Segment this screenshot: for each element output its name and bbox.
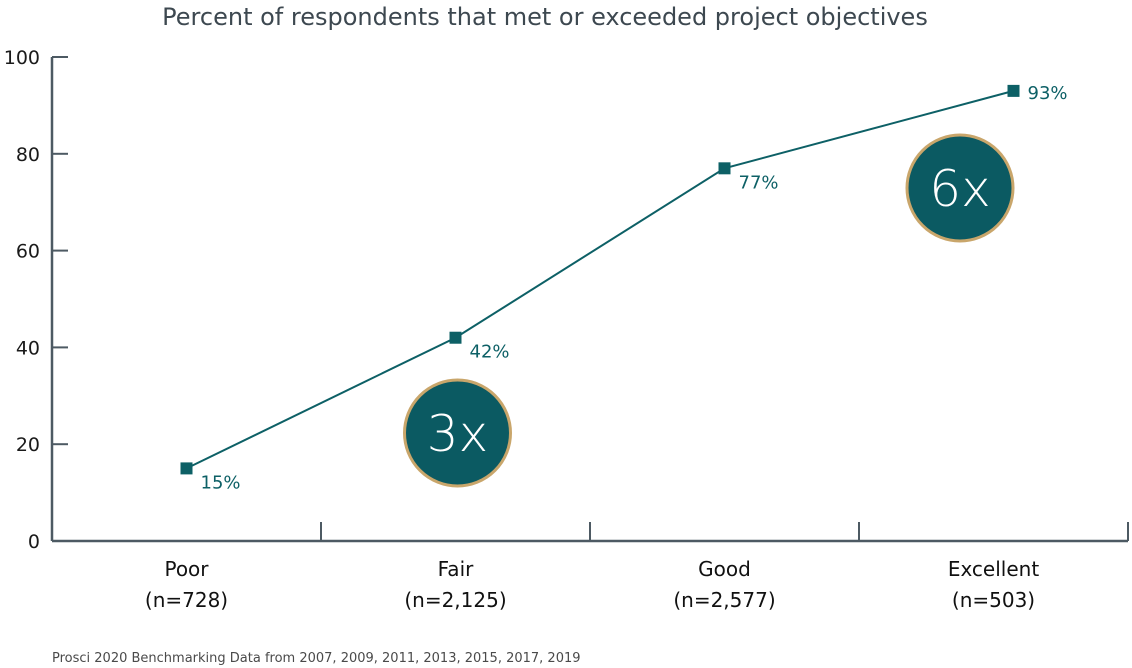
x-category-label: Good: [698, 557, 751, 581]
series-group: 15% 42% 77% 93%: [180, 83, 1068, 493]
data-label: 93%: [1028, 83, 1068, 104]
source-note: Prosci 2020 Benchmarking Data from 2007,…: [52, 651, 581, 666]
x-category-count: (n=2,125): [404, 588, 506, 612]
annotations: 3x 6x: [403, 133, 1015, 488]
multiplier-badge: [403, 378, 512, 488]
y-tick-label: 0: [28, 531, 40, 553]
y-tick-label: 40: [16, 337, 40, 359]
data-point-marker: [718, 162, 731, 175]
data-point-marker: [449, 331, 462, 344]
y-tick-label: 100: [4, 47, 40, 69]
x-category-label: Poor: [164, 557, 209, 581]
axes: [50, 57, 1129, 543]
x-category-count: (n=728): [145, 588, 228, 612]
chart-title: Percent of respondents that met or excee…: [162, 3, 928, 31]
data-label: 77%: [739, 172, 779, 193]
data-label: 15%: [201, 472, 241, 493]
x-category-label: Excellent: [948, 557, 1040, 581]
y-axis-ticks: 0 20 40 60 80 100: [4, 47, 68, 553]
x-category-label: Fair: [438, 557, 474, 581]
data-label: 42%: [470, 342, 510, 363]
multiplier-badge-label: 3x: [427, 405, 488, 463]
data-point-marker: [180, 462, 193, 475]
multiplier-badge: [905, 133, 1015, 243]
y-tick-label: 60: [16, 241, 40, 263]
data-point-marker: [1007, 84, 1020, 97]
x-category-count: (n=503): [952, 588, 1035, 612]
y-tick-label: 20: [16, 434, 40, 456]
y-tick-label: 80: [16, 144, 40, 166]
series-line: [186, 89, 1014, 470]
x-axis-categories: Poor (n=728) Fair (n=2,125) Good (n=2,577) Exc…: [145, 557, 1039, 612]
x-category-count: (n=2,577): [673, 588, 775, 612]
multiplier-badge-label: 6x: [929, 160, 990, 218]
